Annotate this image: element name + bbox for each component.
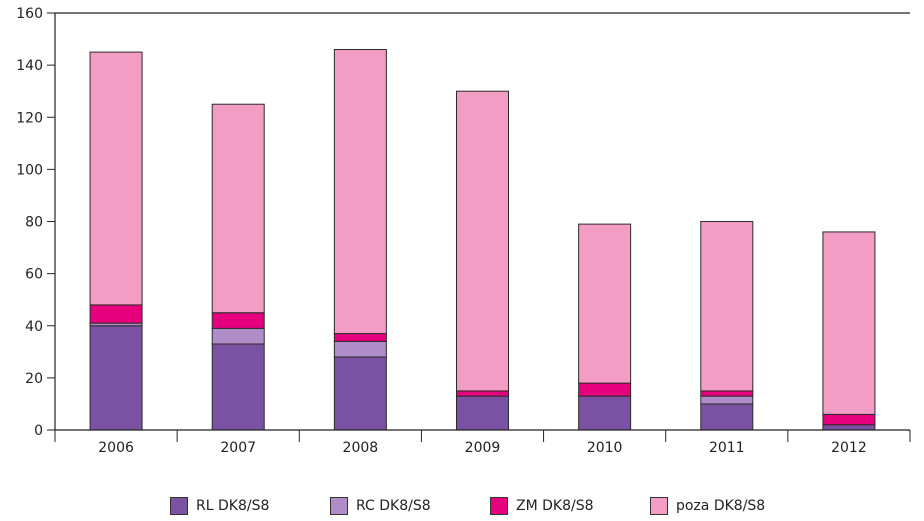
legend-label-zm: ZM DK8/S8 [516, 498, 594, 514]
legend-label-rc: RC DK8/S8 [356, 498, 431, 514]
bar-2012-series-3 [822, 231, 876, 415]
bar-2010-series-0 [578, 395, 632, 431]
bar-2008-series-0 [333, 356, 387, 431]
bar-2011-series-2 [700, 390, 754, 397]
bar-2006-series-0 [89, 325, 143, 431]
legend-item-poza: poza DK8/S8 [650, 497, 765, 515]
y-tick-label-60: 60 [25, 267, 43, 283]
bar-2012-series-2 [822, 413, 876, 426]
bar-2008-series-3 [333, 48, 387, 335]
bar-2010-series-3 [578, 223, 632, 384]
bar-2006-series-2 [89, 304, 143, 324]
bar-2008-series-1 [333, 340, 387, 358]
legend-item-rl: RL DK8/S8 [170, 497, 269, 515]
legend-label-poza: poza DK8/S8 [676, 498, 766, 514]
y-tick-label-20: 20 [25, 371, 43, 387]
y-tick-label-100: 100 [16, 162, 43, 178]
bar-2007-series-1 [211, 327, 265, 345]
y-tick-label-120: 120 [16, 110, 43, 126]
x-tick-label-2010: 2010 [587, 440, 623, 456]
bar-2011-series-1 [700, 395, 754, 405]
x-tick-label-2012: 2012 [831, 440, 867, 456]
x-tick-label-2008: 2008 [343, 440, 379, 456]
y-tick-label-160: 160 [16, 6, 43, 22]
legend-item-zm: ZM DK8/S8 [490, 497, 594, 515]
legend-swatch-rl [170, 497, 188, 515]
bar-2007-series-2 [211, 312, 265, 329]
bar-2010-series-2 [578, 382, 632, 397]
legend-swatch-rc [330, 497, 348, 515]
bar-2011-series-3 [700, 221, 754, 392]
bar-2009-series-3 [456, 90, 509, 392]
y-tick-label-80: 80 [25, 215, 43, 231]
legend-swatch-poza [650, 497, 668, 515]
x-tick-label-2009: 2009 [465, 440, 501, 456]
bar-2011-series-0 [700, 403, 754, 431]
bar-2009-series-0 [456, 395, 509, 431]
legend-label-rl: RL DK8/S8 [196, 498, 270, 514]
bar-2012-series-0 [822, 424, 876, 431]
x-tick-label-2011: 2011 [709, 440, 745, 456]
bar-2009-series-2 [456, 390, 509, 397]
legend-swatch-zm [490, 497, 508, 515]
bar-2007-series-3 [211, 103, 265, 314]
bar-2006-series-3 [89, 51, 143, 306]
legend: RL DK8/S8 RC DK8/S8 ZM DK8/S8 poza DK8/S… [0, 497, 924, 521]
y-tick-label-0: 0 [34, 423, 43, 439]
bar-2007-series-0 [211, 343, 265, 431]
x-tick-label-2007: 2007 [220, 440, 256, 456]
x-tick-label-2006: 2006 [98, 440, 134, 456]
y-tick-label-40: 40 [25, 319, 43, 335]
y-tick-label-140: 140 [16, 58, 43, 74]
bar-2008-series-2 [333, 333, 387, 342]
legend-item-rc: RC DK8/S8 [330, 497, 431, 515]
